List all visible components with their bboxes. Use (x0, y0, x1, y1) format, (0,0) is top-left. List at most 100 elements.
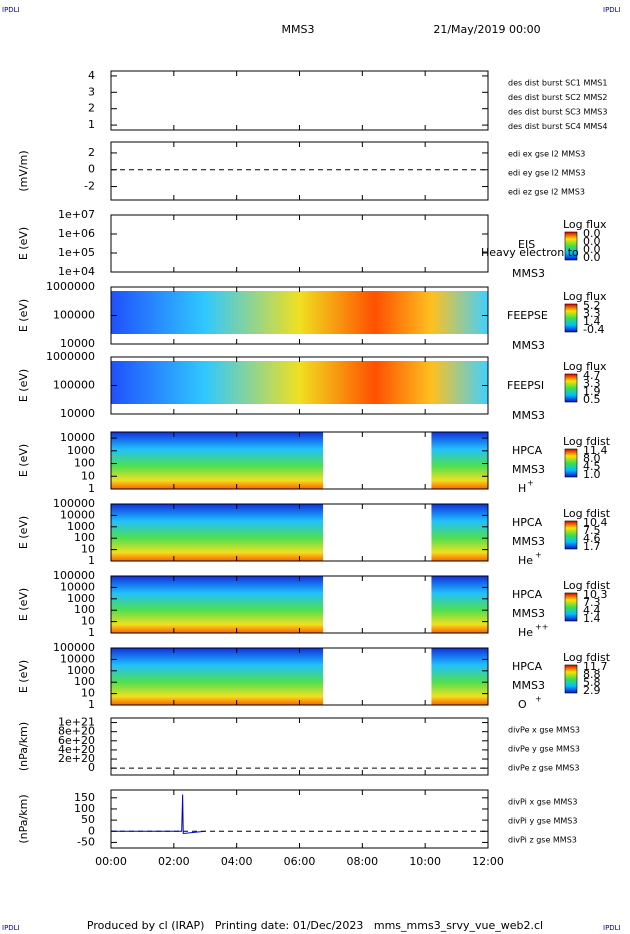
spectrogram (431, 504, 488, 561)
instrument-label: FEEPSI (507, 379, 544, 392)
colorbar-title: Log flux (563, 290, 607, 303)
colorbar-label: 3.3 (583, 307, 601, 320)
x-tick-label: 10:00 (409, 855, 441, 868)
panel-frame (110, 214, 489, 273)
colorbar (564, 373, 578, 403)
ion-charge: + (535, 695, 542, 704)
series-label: edi ez gse l2 MMS3 (508, 188, 585, 197)
panel-frame (110, 717, 489, 776)
corner-label: IPDLI (603, 6, 621, 14)
spectrogram (431, 576, 488, 633)
colorbar-label: 1.9 (583, 385, 601, 398)
colorbar-label: 8.0 (583, 452, 601, 465)
x-tick-label: 12:00 (472, 855, 504, 868)
instrument-label: HPCA (512, 660, 543, 673)
y-tick-label: 1000 (67, 592, 95, 605)
instrument-label: HPCA (512, 444, 543, 457)
y-tick-label: 0 (88, 761, 95, 774)
spacecraft: MMS3 (282, 23, 315, 36)
colorbar-title: Log fdist (563, 507, 611, 520)
colorbar-label: -0.4 (583, 323, 604, 336)
y-tick-label: 10 (81, 687, 95, 700)
y-tick-label: 100 (74, 802, 95, 815)
ion-label: He (518, 554, 533, 567)
colorbar-label: 1.0 (583, 468, 601, 481)
spectrogram (431, 432, 488, 489)
y-tick-label: 100000 (53, 379, 95, 392)
y-tick-label: 1e+04 (58, 265, 95, 278)
y-tick-label: 1 (88, 118, 95, 131)
series-label: edi ex gse l2 MMS3 (508, 150, 585, 159)
y-tick-label: 1000 (67, 444, 95, 457)
y-tick-label: 100 (74, 457, 95, 470)
colorbar-label: 0.5 (583, 393, 601, 406)
x-tick-label: 06:00 (284, 855, 316, 868)
colorbar-label: 4.6 (583, 532, 601, 545)
spectrogram (111, 361, 488, 404)
y-axis-label: E (eV) (17, 444, 30, 477)
y-tick-label: 1e+21 (58, 716, 95, 729)
ion-label: O (518, 698, 527, 711)
y-axis-label: E (eV) (17, 588, 30, 621)
y-tick-label: 10 (81, 615, 95, 628)
date: 21/May/2019 00:00 (433, 23, 540, 36)
y-tick-label: 1 (88, 626, 95, 639)
y-tick-label: 100000 (53, 309, 95, 322)
y-tick-label: -50 (77, 835, 95, 848)
instrument-label: HPCA (512, 588, 543, 601)
colorbar (564, 664, 578, 694)
colorbar (564, 520, 578, 550)
spacecraft-label: MMS3 (512, 463, 545, 476)
colorbar (564, 592, 578, 622)
y-tick-label: 1000000 (46, 280, 95, 293)
series-label: des dist burst SC3 MMS3 (508, 108, 607, 117)
y-axis-label: E (eV) (17, 369, 30, 402)
series-label: divPi y gse MMS3 (508, 817, 577, 826)
y-tick-label: 100 (74, 675, 95, 688)
spectrogram (111, 504, 324, 561)
y-tick-label: 100000 (53, 641, 95, 654)
ion-label: H (518, 482, 526, 495)
y-tick-label: 1000 (67, 664, 95, 677)
instrument-label: HPCA (512, 516, 543, 529)
panel-frame (110, 789, 489, 849)
series-label: des dist burst SC2 MMS2 (508, 93, 607, 102)
colorbar-label: 11.4 (583, 444, 608, 457)
colorbar-label: 4.5 (583, 460, 601, 473)
colorbar-title: Log flux (563, 218, 607, 231)
y-tick-label: 1e+05 (58, 246, 95, 259)
corner-label: IPDLI (603, 924, 621, 932)
colorbar-label: 0.0 (583, 243, 601, 256)
colorbar-label: 7.3 (583, 596, 601, 609)
instrument-label: FEEPSE (507, 309, 548, 322)
colorbar-label: 3.3 (583, 377, 601, 390)
series-label: des dist burst SC4 MMS4 (508, 122, 607, 131)
colorbar-label: 0.0 (583, 251, 601, 264)
colorbar-label: 1.4 (583, 315, 601, 328)
corner-label: IPDLI (2, 6, 20, 14)
colorbar-label: 4.7 (583, 369, 601, 382)
trace (111, 794, 206, 835)
y-tick-label: 4 (88, 69, 95, 82)
y-tick-label: 3 (88, 85, 95, 98)
colorbar-title: Log flux (563, 360, 607, 373)
colorbar-label: 4.4 (583, 604, 601, 617)
colorbar-label: 10.3 (583, 588, 608, 601)
spacecraft-label: MMS3 (512, 339, 545, 352)
spectrogram (111, 432, 324, 489)
spectrogram (111, 291, 488, 334)
x-tick-label: 00:00 (95, 855, 127, 868)
series-label: divPe z gse MMS3 (508, 764, 579, 773)
spacecraft-label: MMS3 (512, 679, 545, 692)
y-tick-label: 100 (74, 531, 95, 544)
panel-frame (110, 141, 489, 201)
ion-charge: ++ (535, 623, 548, 632)
spectrogram (431, 648, 488, 705)
y-tick-label: 1e+06 (58, 227, 95, 240)
y-tick-label: 100 (74, 603, 95, 616)
instrument-label: EIS (518, 238, 535, 251)
y-tick-label: 150 (74, 791, 95, 804)
y-tick-label: 10 (81, 543, 95, 556)
panel-frame (110, 70, 489, 131)
